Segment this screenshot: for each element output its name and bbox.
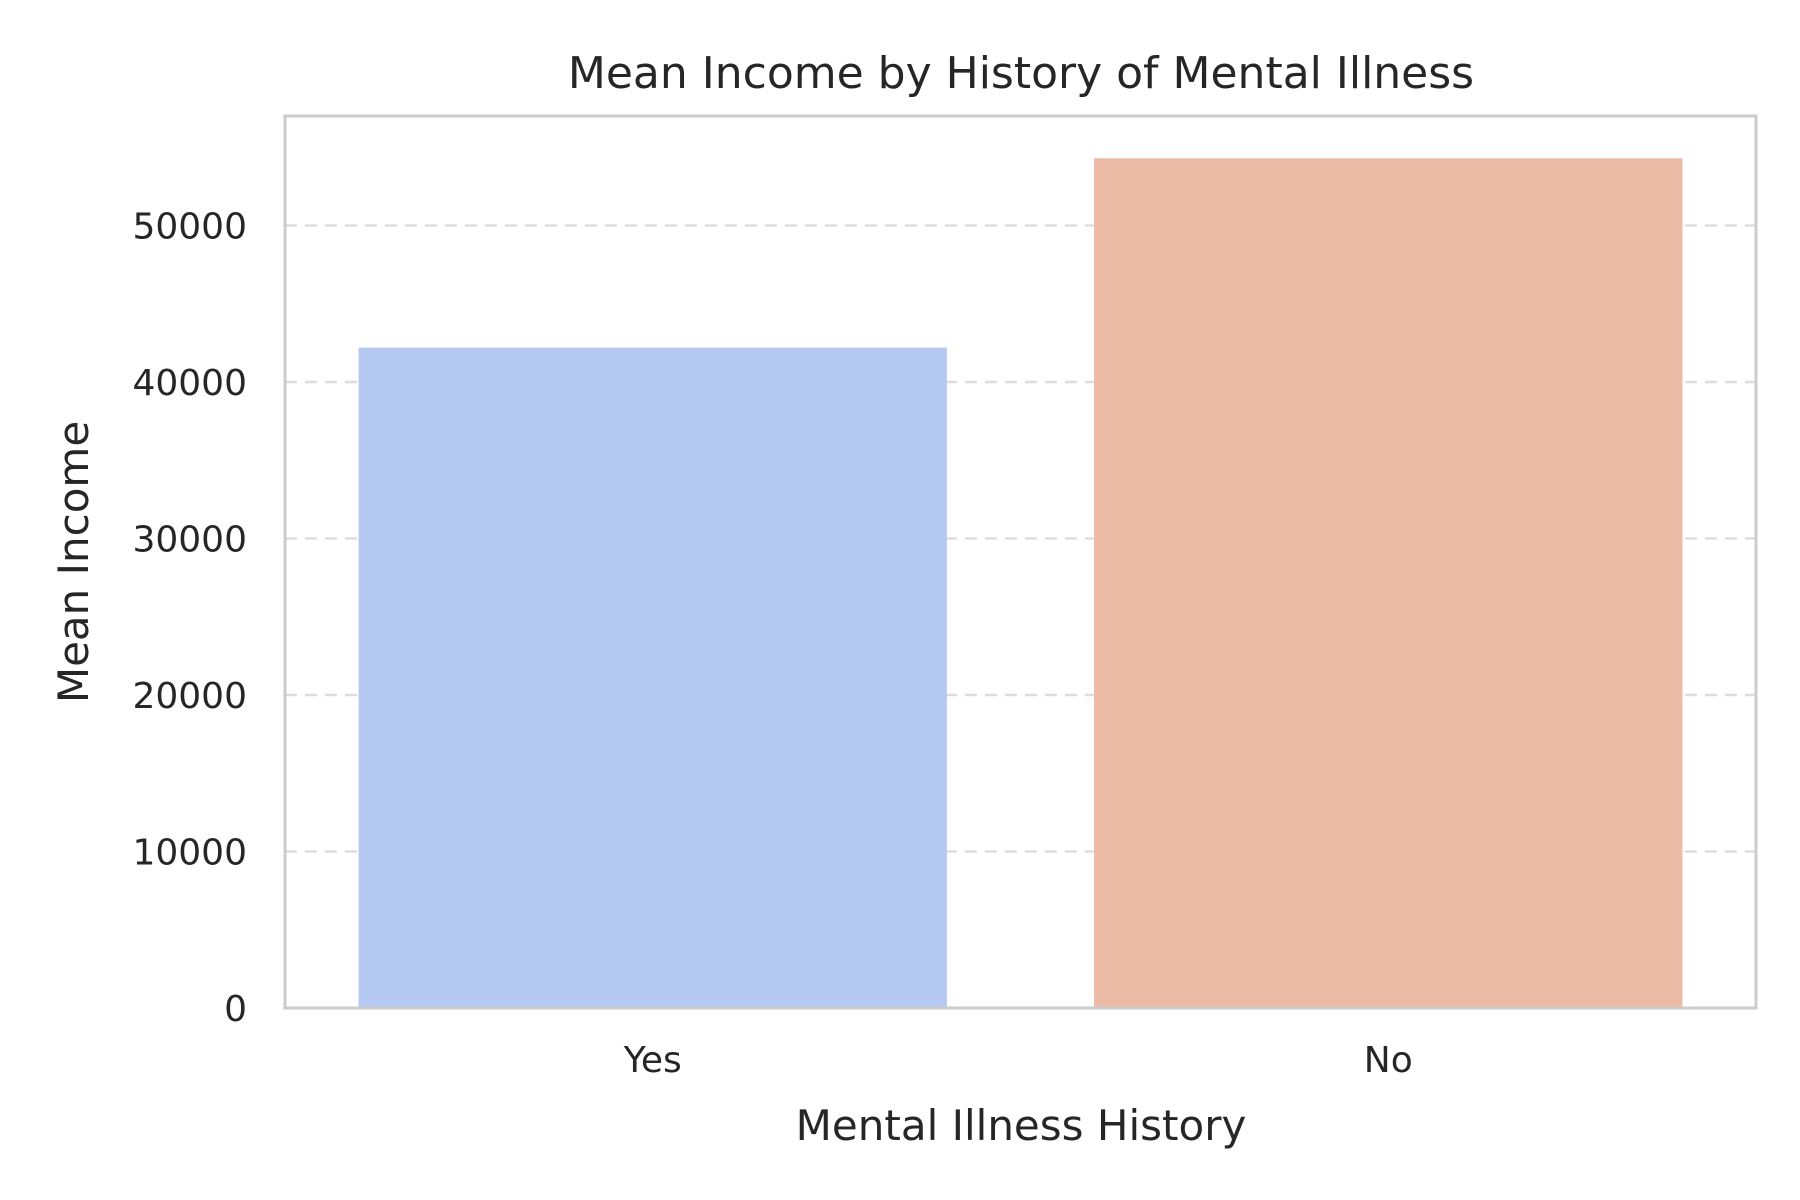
y-tick-labels: 0 10000 20000 30000 40000 50000 xyxy=(132,207,247,1030)
y-tick-label: 10000 xyxy=(132,833,247,874)
y-tick-label: 40000 xyxy=(132,363,247,404)
y-tick-label: 30000 xyxy=(132,520,247,561)
bars xyxy=(358,158,1683,1008)
y-axis-label: Mean Income xyxy=(49,421,98,703)
y-tick-label: 20000 xyxy=(132,676,247,717)
y-tick-label: 50000 xyxy=(132,207,247,248)
bar-no xyxy=(1094,158,1683,1008)
y-tick-label: 0 xyxy=(224,989,247,1030)
x-axis-label: Mental Illness History xyxy=(796,1101,1247,1150)
x-tick-labels: Yes No xyxy=(623,1040,1413,1081)
x-tick-label: Yes xyxy=(623,1040,682,1081)
chart-title: Mean Income by History of Mental Illness xyxy=(568,48,1474,99)
bar-yes xyxy=(358,347,947,1008)
plot-frame xyxy=(283,114,1758,1010)
x-tick-label: No xyxy=(1364,1040,1413,1081)
